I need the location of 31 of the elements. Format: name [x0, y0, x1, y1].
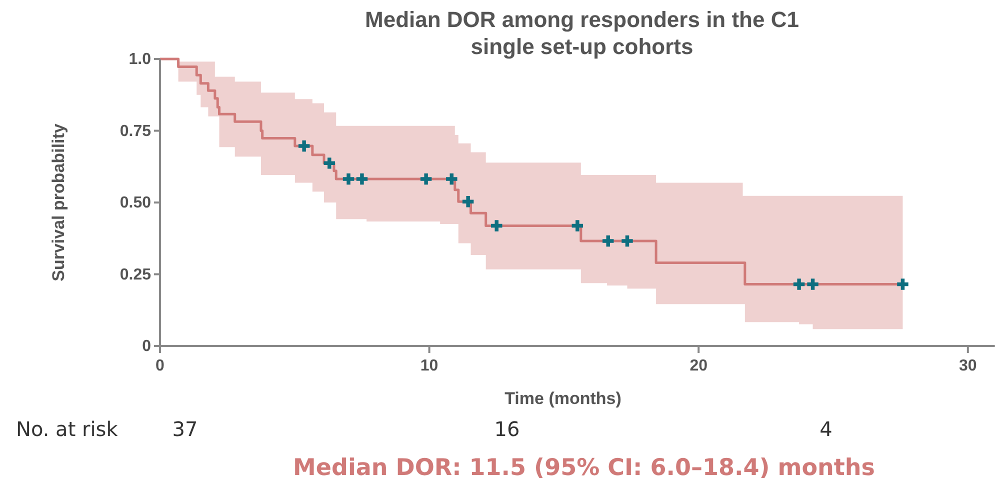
y-tick-label: 0 — [142, 338, 152, 356]
point — [572, 220, 584, 232]
text: 37 — [172, 417, 198, 441]
point — [793, 278, 805, 290]
point — [342, 173, 354, 185]
x-tick-label: 30 — [959, 357, 977, 374]
text: 16 — [494, 417, 520, 441]
point — [462, 196, 474, 208]
point — [420, 173, 432, 185]
y-tick-label: 0.25 — [120, 266, 152, 284]
y-tick-label: 0.75 — [120, 122, 152, 140]
x-tick-label: 10 — [420, 357, 438, 374]
point — [602, 235, 614, 247]
point — [356, 173, 368, 185]
x-tick-label: 20 — [690, 357, 708, 374]
y-tick-label: 0.50 — [120, 194, 152, 212]
x-axis-title: Time (months) — [504, 389, 622, 408]
chart-title: Median DOR among responders in the C1 single set-up cohorts — [365, 7, 799, 59]
y-axis-title: Survival probability — [49, 123, 68, 282]
point — [807, 278, 818, 290]
point — [324, 158, 335, 169]
x-tick-label: 0 — [156, 357, 165, 374]
point — [446, 173, 458, 185]
point — [298, 140, 310, 152]
point — [897, 278, 908, 290]
y-tick-label: 1.0 — [128, 51, 152, 68]
text: No. at risk — [16, 417, 118, 441]
text: Median DOR: 11.5 (95% CI: 6.0–18.4) months — [293, 455, 875, 481]
point — [491, 220, 502, 232]
text: 4 — [820, 417, 832, 441]
point — [622, 235, 633, 247]
